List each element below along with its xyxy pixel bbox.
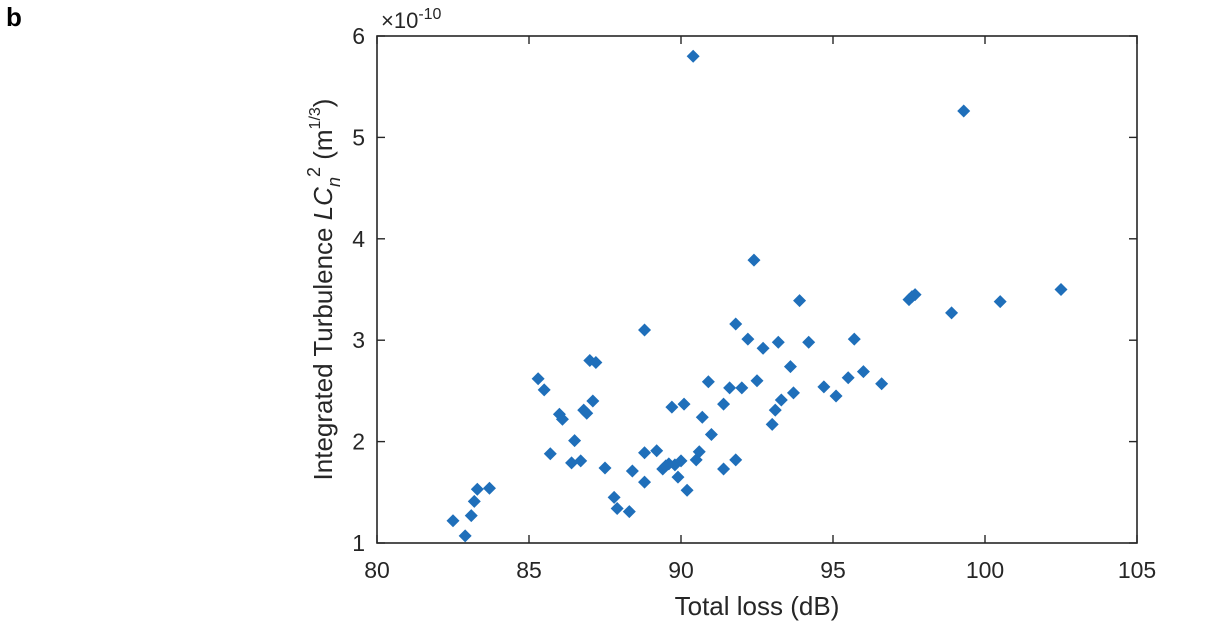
data-point [650, 444, 664, 458]
data-point [817, 380, 831, 394]
y-axis-label-C: C [308, 187, 338, 206]
data-point [875, 377, 889, 391]
data-point [945, 306, 959, 320]
data-point [671, 470, 685, 484]
y-tick-label: 5 [352, 124, 365, 150]
data-point [856, 365, 870, 379]
x-axis-label: Total loss (dB) [675, 591, 840, 621]
data-point [555, 412, 569, 426]
y-tick-label: 3 [352, 327, 365, 353]
data-point [586, 394, 600, 408]
y-axis-label-unit-close: ) [308, 99, 338, 108]
plot-frame [376, 35, 1138, 544]
data-point [774, 393, 788, 407]
data-point [638, 446, 652, 460]
data-point [756, 341, 770, 355]
data-point [741, 332, 755, 346]
data-point [446, 514, 460, 528]
data-point [729, 453, 743, 467]
y-tick-label: 2 [352, 429, 365, 455]
data-point [735, 381, 749, 395]
data-point [793, 294, 807, 308]
x-tick-label: 80 [364, 557, 390, 583]
y-axis-label-prefix: Integrated Turbulence [308, 220, 338, 480]
data-point [908, 288, 922, 302]
y-axis-label-n: n [324, 177, 344, 187]
data-point [786, 386, 800, 400]
data-point [680, 483, 694, 497]
data-point [750, 374, 764, 388]
data-point [957, 104, 971, 118]
data-point [543, 447, 557, 461]
data-point [574, 454, 588, 468]
y-axis-label-unit-sup: 1/3 [307, 107, 324, 129]
y-axis-label-sup2: 2 [304, 167, 324, 177]
data-point [625, 464, 639, 478]
data-point [665, 400, 679, 414]
y-tick-label: 1 [352, 530, 365, 556]
axis-ticks [376, 35, 1138, 544]
data-point [531, 372, 545, 386]
data-point [704, 428, 718, 442]
data-point [723, 381, 737, 395]
data-point [622, 505, 636, 519]
data-point [765, 417, 779, 431]
data-point [467, 494, 481, 508]
y-tick-label: 6 [352, 23, 365, 49]
data-point [464, 509, 478, 523]
data-point [847, 332, 861, 346]
data-point [692, 445, 706, 459]
data-point [729, 317, 743, 331]
data-point [598, 461, 612, 475]
x-tick-label: 85 [516, 557, 542, 583]
data-point [747, 253, 761, 267]
data-points [446, 49, 1068, 543]
data-point [841, 371, 855, 385]
tick-labels: 80 85 90 95 100 105 1 2 3 4 5 6 [352, 23, 1156, 583]
data-point [589, 356, 603, 370]
data-point [695, 410, 709, 424]
x-tick-label: 90 [668, 557, 694, 583]
y-axis-label-L: L [308, 206, 338, 220]
data-point [717, 397, 731, 411]
x-tick-label: 95 [820, 557, 846, 583]
y-axis-exponent-base: ×10 [381, 8, 418, 33]
data-point [1054, 283, 1068, 296]
y-axis-label-unit-open: (m [308, 129, 338, 167]
data-point [829, 389, 843, 403]
data-point [993, 295, 1007, 309]
panel-label: b [6, 2, 22, 32]
data-point [638, 475, 652, 489]
x-tick-label: 105 [1118, 557, 1156, 583]
data-point [482, 481, 496, 495]
data-point [607, 490, 621, 504]
data-point [783, 360, 797, 374]
data-point [768, 403, 782, 417]
data-point [638, 323, 652, 337]
data-point [470, 482, 484, 496]
data-point [568, 434, 582, 448]
data-point [537, 383, 551, 397]
data-point [677, 397, 691, 411]
y-tick-label: 4 [352, 226, 365, 252]
data-point [802, 335, 816, 349]
x-tick-label: 100 [966, 557, 1004, 583]
data-point [565, 456, 579, 470]
data-point [580, 406, 594, 420]
data-point [701, 375, 715, 389]
y-axis-label: Integrated Turbulence LCn2 (m1/3) [304, 99, 344, 481]
data-point [771, 335, 785, 349]
y-axis-exponent-power: -10 [418, 6, 441, 23]
data-point [610, 502, 624, 516]
data-point [717, 462, 731, 476]
data-point [458, 529, 472, 543]
data-point [674, 454, 688, 468]
data-point [686, 49, 700, 63]
y-axis-exponent: ×10-10 [381, 6, 442, 33]
